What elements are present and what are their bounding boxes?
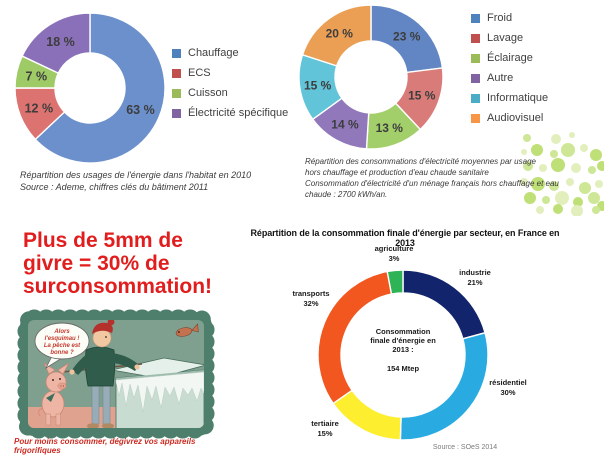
legend-label: Autre: [487, 72, 514, 84]
donut-slice-chauffage: [34, 12, 166, 164]
legend-item: Informatique: [471, 88, 548, 108]
slice-percentage-label: 7 %: [26, 69, 48, 83]
legend-item: Éclairage: [471, 48, 548, 68]
donut-center-text: Consommation finale d'énergie en 2013 : …: [343, 327, 463, 373]
legend-label: Lavage: [487, 32, 524, 44]
legend-swatch: [471, 13, 480, 23]
slice-percentage-label: 20 %: [326, 27, 354, 41]
legend-label: Cuisson: [188, 87, 228, 99]
slice-label-industrie: industrie 21%: [459, 268, 491, 287]
defrost-cartoon: Alors l'esquimau ! La pêche est bonne ?: [17, 309, 215, 439]
legend-swatch: [172, 68, 181, 78]
legend-label: Électricité spécifique: [188, 107, 289, 119]
legend-label: Audiovisuel: [487, 112, 544, 124]
legend-swatch: [172, 48, 181, 58]
slice-percentage-label: 15 %: [408, 88, 436, 102]
donut-chart-usages-habitat: 63 % 12 % 7 % 18 %: [14, 12, 166, 164]
chart-title-secteurs: Répartition de la consommation finale d'…: [250, 228, 560, 248]
caption-line: chaude : 2700 kWh/an.: [305, 190, 388, 199]
bubble-text: l'esquimau !: [45, 336, 80, 342]
legend-label: Éclairage: [487, 52, 533, 64]
legend-item: Audiovisuel: [471, 108, 548, 128]
legend-swatch: [471, 33, 480, 43]
donut-chart-secteurs: [317, 269, 489, 441]
legend-electricite-usages: Froid Lavage Éclairage Autre Informatiqu…: [471, 8, 548, 128]
legend-swatch: [172, 108, 181, 118]
slice-percentage-label: 63 %: [126, 103, 155, 117]
donut-chart-electricite-usages: 23 % 15 % 13 % 14 % 15 % 20 %: [298, 4, 444, 150]
donut-slice-audiovisuel: [301, 4, 372, 67]
slice-percentage-label: 13 %: [376, 121, 404, 135]
green-dots-decoration: [520, 132, 604, 216]
slice-label-residentiel: résidentiel 30%: [489, 378, 527, 397]
slice-percentage-label: 18 %: [46, 35, 75, 49]
legend-usages-habitat: Chauffage ECS Cuisson Électricité spécif…: [172, 43, 288, 123]
fish-icon: [175, 323, 199, 337]
legend-item: Chauffage: [172, 43, 288, 63]
caption-electricite-usages: Répartition des consommations d'électric…: [305, 156, 559, 200]
slice-label-tertiaire: tertiaire 15%: [311, 419, 339, 438]
caption-line: Consommation d'électricité d'un ménage f…: [305, 179, 559, 188]
caption-usages-habitat: Répartition des usages de l'énergie dans…: [20, 169, 251, 193]
legend-label: ECS: [188, 67, 211, 79]
legend-item: ECS: [172, 63, 288, 83]
legend-item: Lavage: [471, 28, 548, 48]
cartoon-caption: Pour moins consommer, dégivrez vos appar…: [14, 437, 196, 455]
legend-swatch: [471, 73, 480, 83]
bubble-text: bonne ?: [50, 350, 74, 356]
freezer: [111, 357, 204, 428]
legend-swatch: [471, 93, 480, 103]
caption-line: Source : Ademe, chiffres clés du bâtimen…: [20, 182, 209, 192]
total-value: 154 Mtep: [386, 364, 420, 373]
slice-percentage-label: 12 %: [25, 102, 54, 116]
legend-item: Cuisson: [172, 83, 288, 103]
slice-label-transports: transports 32%: [292, 289, 330, 308]
source-label: Source : SOeS 2014: [432, 444, 498, 451]
legend-swatch: [471, 113, 480, 123]
legend-label: Froid: [487, 12, 513, 24]
donut-slice-agriculture: [386, 269, 404, 295]
poster-headline: Plus de 5mm de givre = 30% de surconsomm…: [23, 229, 213, 298]
caption-line: Répartition des usages de l'énergie dans…: [20, 170, 252, 180]
legend-label: Chauffage: [188, 47, 239, 59]
bubble-text: La pêche est: [44, 343, 81, 349]
legend-item: Électricité spécifique: [172, 103, 288, 123]
legend-item: Froid: [471, 8, 548, 28]
slice-percentage-label: 15 %: [304, 79, 332, 93]
legend-item: Autre: [471, 68, 548, 88]
bubble-text: Alors: [53, 329, 70, 335]
legend-swatch: [172, 88, 181, 98]
frost-icicles: [115, 371, 204, 413]
donut-slice--lectricit-sp-cifique: [21, 12, 91, 75]
legend-label: Informatique: [487, 92, 549, 104]
caption-line: hors chauffage et production d'eau chaud…: [305, 168, 489, 177]
pig-character: [37, 361, 70, 426]
red-cap-icon: [92, 322, 113, 334]
slice-label-agriculture: agriculture 3%: [374, 244, 414, 263]
legend-swatch: [471, 53, 480, 63]
speech-bubble: Alors l'esquimau ! La pêche est bonne ?: [34, 322, 90, 370]
caption-line: Répartition des consommations d'électric…: [305, 157, 536, 166]
man-character: [61, 320, 143, 428]
slice-percentage-label: 14 %: [331, 118, 359, 132]
slice-percentage-label: 23 %: [393, 30, 421, 44]
